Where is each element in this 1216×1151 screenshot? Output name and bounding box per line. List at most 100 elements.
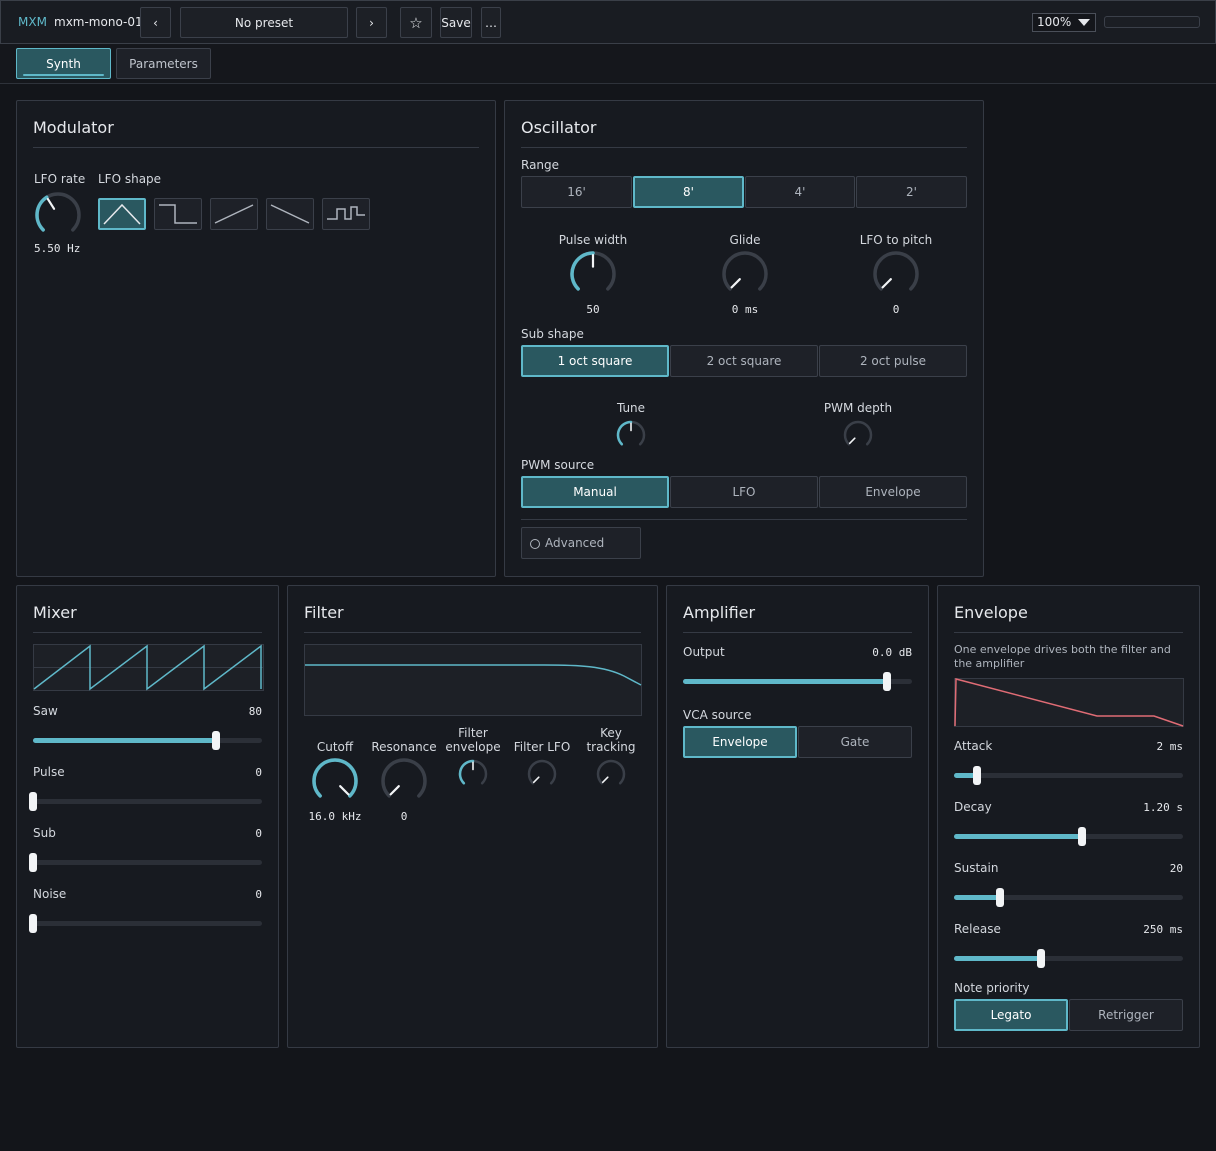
- knob-value-arc: [570, 251, 595, 291]
- knob-value-arc: [312, 758, 358, 798]
- divider: [521, 519, 967, 520]
- sustain-label: Sustain: [954, 861, 999, 875]
- advanced-toggle[interactable]: Advanced: [521, 527, 641, 559]
- filter-lfo-label: Filter LFO: [513, 740, 571, 754]
- lfo-shape-triangle-button[interactable]: [98, 198, 146, 230]
- cutoff-knob[interactable]: [310, 756, 360, 806]
- filter-panel: Filter Cutoff 16.0 kHz Resonance 0 Filte…: [287, 585, 658, 1048]
- attack-slider[interactable]: [954, 766, 1183, 785]
- preset-selector[interactable]: No preset: [180, 7, 348, 38]
- triangle-wave-icon: [103, 203, 141, 225]
- knob-track: [843, 420, 873, 446]
- pulse-value: 0: [255, 766, 262, 779]
- legato-button[interactable]: Legato: [954, 999, 1068, 1031]
- lfo-rate-knob[interactable]: [33, 190, 83, 240]
- release-slider[interactable]: [954, 949, 1183, 968]
- sub-2-oct-square-button[interactable]: 2 oct square: [670, 345, 818, 377]
- glide-value: 0 ms: [731, 303, 759, 316]
- tab-synth[interactable]: Synth: [16, 48, 111, 79]
- zoom-select[interactable]: 100%: [1032, 13, 1096, 32]
- prev-preset-button[interactable]: ‹: [140, 7, 171, 38]
- divider: [304, 632, 641, 633]
- amplifier-panel: Amplifier Output 0.0 dB VCA source Envel…: [666, 585, 929, 1048]
- knob-indicator: [339, 785, 350, 796]
- top-bar: MXM mxm-mono-01 ‹ No preset › ☆ Save … 1…: [0, 0, 1216, 44]
- lfo-rate-value: 5.50 Hz: [34, 242, 81, 255]
- sub-2-oct-pulse-button[interactable]: 2 oct pulse: [819, 345, 967, 377]
- vca-gate-button[interactable]: Gate: [798, 726, 912, 758]
- pwm-depth-knob[interactable]: [840, 417, 876, 453]
- lfo-shape-saw-up-button[interactable]: [210, 198, 258, 230]
- saw-down-wave-icon: [270, 204, 310, 224]
- sub-value: 0: [255, 827, 262, 840]
- cutoff-value: 16.0 kHz: [308, 810, 362, 823]
- filter-envelope-knob[interactable]: [455, 756, 491, 792]
- pwm-source-envelope-button[interactable]: Envelope: [819, 476, 967, 508]
- knob-value-arc: [616, 420, 633, 446]
- key-tracking-knob[interactable]: [593, 756, 629, 792]
- saw-waveform-display: [33, 644, 264, 691]
- lfo-shape-saw-down-button[interactable]: [266, 198, 314, 230]
- lfo-shape-square-button[interactable]: [154, 198, 202, 230]
- knob-indicator: [46, 197, 56, 210]
- glide-knob[interactable]: [720, 249, 770, 299]
- glide-label: Glide: [729, 233, 761, 247]
- panel-title: Amplifier: [683, 603, 756, 622]
- knob-indicator: [730, 278, 741, 289]
- mixer-panel: Mixer Saw 80 Pulse 0 Sub 0 Noise 0: [16, 585, 279, 1048]
- sub-label: Sub: [33, 826, 56, 840]
- envelope-curve-display: [954, 678, 1184, 727]
- divider: [954, 632, 1183, 633]
- lfo-to-pitch-knob[interactable]: [871, 249, 921, 299]
- lfo-shape-sample-hold-button[interactable]: [322, 198, 370, 230]
- panel-title: Modulator: [33, 118, 114, 137]
- noise-value: 0: [255, 888, 262, 901]
- decay-slider[interactable]: [954, 827, 1183, 846]
- device-name: mxm-mono-01: [54, 15, 143, 29]
- resonance-knob[interactable]: [379, 756, 429, 806]
- saw-up-wave-icon: [214, 204, 254, 224]
- knob-indicator: [881, 278, 892, 289]
- tab-parameters[interactable]: Parameters: [116, 48, 211, 79]
- pwm-source-lfo-button[interactable]: LFO: [670, 476, 818, 508]
- zoom-value: 100%: [1037, 15, 1072, 29]
- favorite-star-icon[interactable]: ☆: [400, 7, 432, 38]
- decay-label: Decay: [954, 800, 992, 814]
- lfo-shape-label: LFO shape: [98, 172, 162, 186]
- saw-label: Saw: [33, 704, 58, 718]
- noise-label: Noise: [33, 887, 67, 901]
- knob-track: [381, 758, 427, 798]
- pulse-width-knob[interactable]: [568, 249, 618, 299]
- knob-value-arc: [458, 759, 475, 785]
- sub-slider[interactable]: [29, 853, 262, 872]
- retrigger-button[interactable]: Retrigger: [1069, 999, 1183, 1031]
- output-label: Output: [683, 645, 725, 659]
- divider: [683, 632, 912, 633]
- pwm-source-manual-button[interactable]: Manual: [521, 476, 669, 508]
- output-level-meter: [1104, 16, 1200, 28]
- advanced-label: Advanced: [545, 536, 605, 550]
- saw-value: 80: [248, 705, 262, 718]
- sustain-slider[interactable]: [954, 888, 1183, 907]
- noise-slider[interactable]: [29, 914, 262, 933]
- more-menu-button[interactable]: …: [481, 7, 501, 38]
- filter-lfo-knob[interactable]: [524, 756, 560, 792]
- range-2-button[interactable]: 2': [856, 176, 967, 208]
- oscillator-panel: Oscillator Range 16' 8' 4' 2' Pulse widt…: [504, 100, 984, 577]
- range-4-button[interactable]: 4': [745, 176, 855, 208]
- save-button[interactable]: Save: [440, 7, 472, 38]
- knob-track: [527, 759, 557, 785]
- tune-knob[interactable]: [613, 417, 649, 453]
- sub-1-oct-square-button[interactable]: 1 oct square: [521, 345, 669, 377]
- vca-envelope-button[interactable]: Envelope: [683, 726, 797, 758]
- pulse-slider[interactable]: [29, 792, 262, 811]
- tune-label: Tune: [616, 401, 646, 415]
- range-8-button[interactable]: 8': [633, 176, 744, 208]
- saw-slider[interactable]: [33, 731, 262, 750]
- next-preset-button[interactable]: ›: [356, 7, 387, 38]
- release-value: 250 ms: [1143, 923, 1183, 936]
- range-16-button[interactable]: 16': [521, 176, 632, 208]
- tab-bar: Synth Parameters: [0, 44, 1216, 84]
- lfo-rate-label: LFO rate: [34, 172, 86, 186]
- output-slider[interactable]: [683, 672, 912, 691]
